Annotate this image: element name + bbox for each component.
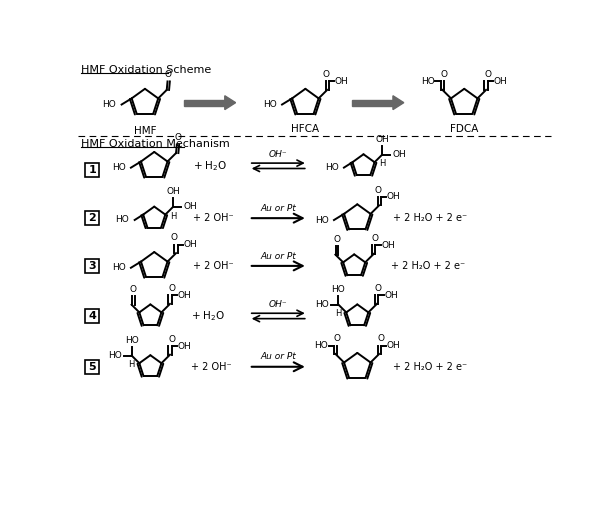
Text: + 2 H₂O + 2 e⁻: + 2 H₂O + 2 e⁻ [393,213,467,223]
Text: + H$_2$O: + H$_2$O [192,309,226,323]
Text: H: H [379,159,386,168]
Text: OH: OH [384,291,398,300]
Text: OH: OH [335,77,349,86]
Text: HO: HO [103,100,116,109]
Text: H: H [170,212,176,220]
Text: OH: OH [375,135,389,144]
Text: O: O [377,334,384,343]
Text: 3: 3 [88,261,96,271]
Text: 5: 5 [88,362,96,372]
Text: HO: HO [314,341,328,350]
Text: 4: 4 [88,311,96,321]
Text: OH⁻: OH⁻ [269,300,287,309]
Text: + 2 H₂O + 2 e⁻: + 2 H₂O + 2 e⁻ [393,362,467,372]
Text: H: H [128,360,134,369]
Text: OH: OH [177,291,192,300]
Text: HO: HO [421,77,435,86]
Text: O: O [130,285,137,294]
FancyBboxPatch shape [85,163,99,177]
Text: O: O [171,233,178,242]
Text: O: O [374,186,381,194]
Text: Au or Pt: Au or Pt [260,352,296,361]
Text: HO: HO [263,100,277,109]
Text: H: H [335,309,341,318]
Text: 1: 1 [88,164,96,175]
Text: OH: OH [392,150,406,159]
Text: HO: HO [325,163,338,172]
Text: HMF: HMF [134,126,156,136]
Polygon shape [184,100,225,106]
FancyBboxPatch shape [85,360,99,374]
Polygon shape [393,96,404,109]
Polygon shape [352,100,393,106]
FancyBboxPatch shape [85,211,99,225]
Text: OH: OH [387,192,400,202]
Text: HO: HO [314,300,328,309]
Text: + 2 OH⁻: + 2 OH⁻ [192,362,232,372]
Text: + 2 OH⁻: + 2 OH⁻ [193,213,233,223]
Text: OH: OH [381,241,395,250]
Text: Au or Pt: Au or Pt [260,251,296,261]
Text: HO: HO [112,263,125,272]
FancyBboxPatch shape [85,259,99,273]
Text: HMF Oxidation Scheme: HMF Oxidation Scheme [80,65,211,75]
FancyBboxPatch shape [85,309,99,323]
Text: HO: HO [115,215,129,224]
Polygon shape [225,96,236,109]
Text: + H$_2$O: + H$_2$O [193,159,227,173]
Text: HO: HO [315,215,328,224]
Text: O: O [168,284,175,293]
Text: O: O [322,70,329,79]
Text: OH⁻: OH⁻ [269,150,287,159]
Text: O: O [333,235,340,244]
Text: HO: HO [112,163,125,172]
Text: OH: OH [184,240,198,249]
Text: HFCA: HFCA [291,124,319,134]
Text: HO: HO [107,351,122,360]
Text: HO: HO [125,336,138,345]
Text: O: O [375,284,382,293]
Text: HO: HO [332,285,345,294]
Text: O: O [440,70,448,79]
Text: O: O [168,335,175,344]
Text: O: O [165,70,172,79]
Text: HMF Oxidation Mechanism: HMF Oxidation Mechanism [80,139,230,149]
Text: + 2 H₂O + 2 e⁻: + 2 H₂O + 2 e⁻ [391,261,465,271]
Text: OH: OH [183,203,197,211]
Text: OH: OH [494,77,508,86]
Text: O: O [372,234,379,243]
Text: OH: OH [177,342,192,351]
Text: O: O [333,334,341,343]
Text: OH: OH [387,341,400,350]
Text: 2: 2 [88,213,96,223]
Text: O: O [484,70,491,79]
Text: Au or Pt: Au or Pt [260,204,296,213]
Text: OH: OH [166,187,180,196]
Text: FDCA: FDCA [450,124,478,134]
Text: + 2 OH⁻: + 2 OH⁻ [193,261,233,271]
Text: O: O [174,133,181,143]
